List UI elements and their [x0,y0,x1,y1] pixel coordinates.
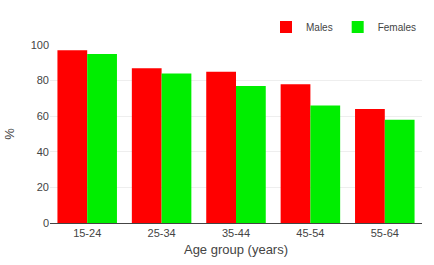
svg-text:15-24: 15-24 [73,227,101,239]
svg-text:60: 60 [37,110,49,122]
svg-text:80: 80 [37,74,49,86]
svg-text:35-44: 35-44 [222,227,250,239]
svg-text:%: % [2,128,17,140]
svg-text:45-54: 45-54 [296,227,324,239]
svg-text:40: 40 [37,146,49,158]
svg-text:25-34: 25-34 [148,227,176,239]
svg-text:20: 20 [37,181,49,193]
svg-text:100: 100 [31,39,49,51]
svg-text:Females: Females [378,22,416,33]
svg-text:Age group (years): Age group (years) [184,242,288,257]
svg-text:0: 0 [43,217,49,229]
svg-text:55-64: 55-64 [371,227,399,239]
svg-text:Males: Males [306,22,333,33]
